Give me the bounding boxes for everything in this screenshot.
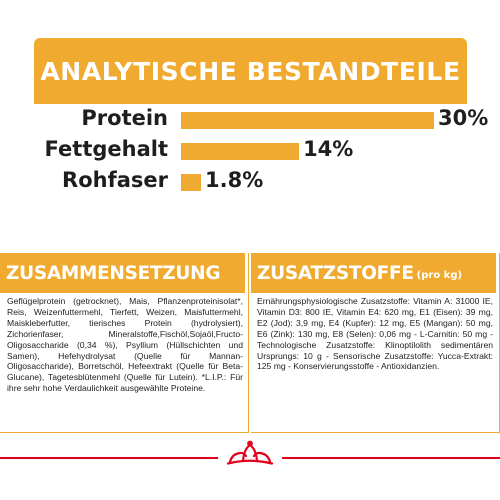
footer-divider-left bbox=[0, 457, 218, 459]
chart-row: Rohfaser 1.8% bbox=[0, 168, 500, 193]
composition-box bbox=[0, 253, 249, 433]
additives-title: ZUSATZSTOFFE bbox=[257, 262, 414, 284]
chart-bar bbox=[181, 174, 201, 191]
additives-header: ZUSATZSTOFFE (pro kg) bbox=[251, 253, 496, 293]
chart-value-label: 14% bbox=[303, 137, 354, 161]
chart-value-label: 1.8% bbox=[205, 168, 264, 192]
chart-category-label: Rohfaser bbox=[62, 168, 168, 192]
section-banner-analytical: ANALYTISCHE BESTANDTEILE bbox=[34, 38, 467, 104]
chart-row: Protein 30% bbox=[0, 106, 500, 131]
composition-text: Geflügelprotein (getrocknet), Mais, Pfla… bbox=[7, 296, 243, 394]
chart-value-label: 30% bbox=[438, 106, 489, 130]
chart-category-label: Fettgehalt bbox=[44, 137, 168, 161]
chart-row: Fettgehalt 14% bbox=[0, 137, 500, 162]
royal-canin-crown-icon bbox=[226, 440, 274, 465]
composition-title: ZUSAMMENSETZUNG bbox=[6, 262, 221, 284]
additives-subtitle: (pro kg) bbox=[416, 270, 463, 281]
composition-header: ZUSAMMENSETZUNG bbox=[0, 253, 245, 293]
footer-divider-right bbox=[282, 457, 500, 459]
page-title: ANALYTISCHE BESTANDTEILE bbox=[40, 56, 461, 86]
chart-bar bbox=[181, 112, 434, 129]
additives-text: Ernährungsphysiologische Zusatzstoffe: V… bbox=[257, 296, 493, 372]
chart-category-label: Protein bbox=[81, 106, 168, 130]
chart-bar bbox=[181, 143, 300, 160]
